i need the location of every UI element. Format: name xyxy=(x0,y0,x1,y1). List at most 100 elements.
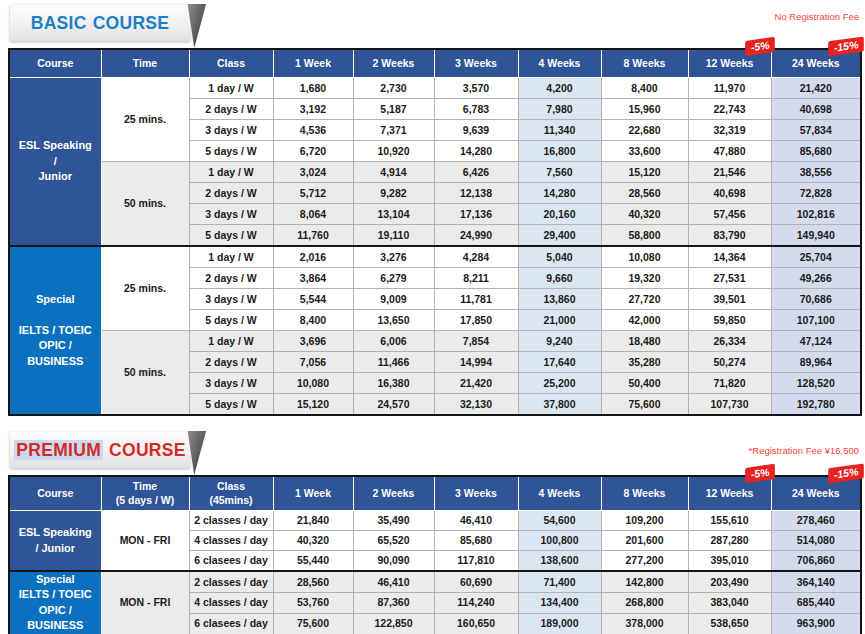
basic-title-prefix: BASIC xyxy=(31,13,87,33)
time-cell: 25 mins. xyxy=(101,246,189,331)
premium-title-suffix: COURSE xyxy=(109,440,186,460)
price-cell: 4,284 xyxy=(434,246,518,268)
price-cell: 17,640 xyxy=(518,352,601,373)
price-cell: 40,698 xyxy=(771,99,861,120)
col-header-8-weeks: 8 Weeks xyxy=(601,476,688,511)
class-cell: 5 days / W xyxy=(189,310,273,331)
price-cell: 5,712 xyxy=(273,183,353,204)
time-cell: 50 mins. xyxy=(101,162,189,247)
discount-badge: -5% xyxy=(745,37,774,56)
price-cell: 35,490 xyxy=(353,511,434,531)
price-cell: 277,200 xyxy=(601,551,688,572)
price-cell: 3,570 xyxy=(434,78,518,99)
col-header-time: Time xyxy=(101,49,189,78)
class-cell: 3 days / W xyxy=(189,120,273,141)
price-cell: 57,456 xyxy=(688,204,771,225)
price-cell: 13,650 xyxy=(353,310,434,331)
class-cell: 5 days / W xyxy=(189,225,273,247)
price-row: Special IELTS / TOEIC OPIC / BUSINESS25 … xyxy=(9,246,861,268)
premium-title-row: PREMIUMCOURSE *Registration Fee ¥16,500 xyxy=(0,431,865,473)
col-header-class: Class xyxy=(189,49,273,78)
price-cell: 46,410 xyxy=(434,511,518,531)
price-cell: 20,160 xyxy=(518,204,601,225)
class-cell: 3 days / W xyxy=(189,204,273,225)
price-cell: 378,000 xyxy=(601,613,688,634)
price-cell: 47,880 xyxy=(688,141,771,162)
price-cell: 72,828 xyxy=(771,183,861,204)
price-cell: 22,680 xyxy=(601,120,688,141)
price-cell: 25,200 xyxy=(518,373,601,394)
col-header-time: Time (5 days / W) xyxy=(101,476,189,511)
price-cell: 21,000 xyxy=(518,310,601,331)
price-cell: 54,600 xyxy=(518,511,601,531)
price-cell: 3,192 xyxy=(273,99,353,120)
price-cell: 4,536 xyxy=(273,120,353,141)
price-cell: 87,360 xyxy=(353,592,434,613)
col-header-2-weeks: 2 Weeks xyxy=(353,49,434,78)
price-cell: 28,560 xyxy=(273,571,353,592)
price-cell: 9,009 xyxy=(353,289,434,310)
price-cell: 142,800 xyxy=(601,571,688,592)
basic-table-body: ESL Speaking / Junior25 mins.1 day / W1,… xyxy=(9,78,861,416)
price-cell: 29,400 xyxy=(518,225,601,247)
col-header-2-weeks: 2 Weeks xyxy=(353,476,434,511)
class-cell: 2 classes / day xyxy=(189,571,273,592)
price-cell: 268,800 xyxy=(601,592,688,613)
price-cell: 28,560 xyxy=(601,183,688,204)
price-cell: 9,660 xyxy=(518,268,601,289)
time-cell: 25 mins. xyxy=(101,78,189,162)
time-cell: MON - FRI xyxy=(101,511,189,572)
price-cell: 8,211 xyxy=(434,268,518,289)
price-cell: 70,686 xyxy=(771,289,861,310)
premium-registration-note: *Registration Fee ¥16,500 xyxy=(749,445,859,456)
price-cell: 287,280 xyxy=(688,531,771,551)
price-cell: 13,860 xyxy=(518,289,601,310)
banner-fold xyxy=(185,431,207,475)
price-cell: 7,980 xyxy=(518,99,601,120)
discount-badge: -5% xyxy=(745,464,774,483)
price-cell: 14,280 xyxy=(434,141,518,162)
price-cell: 7,854 xyxy=(434,331,518,352)
price-row: Special IELTS / TOEIC OPIC / BUSINESSMON… xyxy=(9,571,861,592)
price-cell: 16,380 xyxy=(353,373,434,394)
course-cell: Special IELTS / TOEIC OPIC / BUSINESS xyxy=(9,246,101,415)
price-cell: 75,600 xyxy=(601,394,688,416)
premium-header-row: CourseTime (5 days / W)Class (45mins)1 W… xyxy=(9,476,861,511)
basic-course-table: CourseTimeClass1 Week2 Weeks3 Weeks4 Wee… xyxy=(8,48,862,416)
price-cell: 5,544 xyxy=(273,289,353,310)
price-cell: 7,371 xyxy=(353,120,434,141)
price-cell: 14,364 xyxy=(688,246,771,268)
price-cell: 32,130 xyxy=(434,394,518,416)
price-cell: 149,940 xyxy=(771,225,861,247)
price-cell: 27,531 xyxy=(688,268,771,289)
col-header-3-weeks: 3 Weeks xyxy=(434,476,518,511)
price-cell: 7,560 xyxy=(518,162,601,183)
price-cell: 40,320 xyxy=(601,204,688,225)
price-cell: 60,690 xyxy=(434,571,518,592)
price-cell: 9,639 xyxy=(434,120,518,141)
price-cell: 107,730 xyxy=(688,394,771,416)
class-cell: 5 days / W xyxy=(189,141,273,162)
price-cell: 706,860 xyxy=(771,551,861,572)
price-cell: 35,280 xyxy=(601,352,688,373)
price-cell: 155,610 xyxy=(688,511,771,531)
col-header-3-weeks: 3 Weeks xyxy=(434,49,518,78)
price-cell: 85,680 xyxy=(434,531,518,551)
price-cell: 16,800 xyxy=(518,141,601,162)
price-cell: 117,810 xyxy=(434,551,518,572)
price-cell: 201,600 xyxy=(601,531,688,551)
price-cell: 6,783 xyxy=(434,99,518,120)
price-cell: 71,400 xyxy=(518,571,601,592)
price-cell: 85,680 xyxy=(771,141,861,162)
price-cell: 49,266 xyxy=(771,268,861,289)
price-cell: 71,820 xyxy=(688,373,771,394)
class-cell: 5 days / W xyxy=(189,394,273,416)
price-cell: 10,920 xyxy=(353,141,434,162)
class-cell: 2 days / W xyxy=(189,99,273,120)
col-header-1-week: 1 Week xyxy=(273,49,353,78)
price-cell: 7,056 xyxy=(273,352,353,373)
price-cell: 3,696 xyxy=(273,331,353,352)
pricing-page: { "colors": { "header_navy": "#2f5597", … xyxy=(0,0,865,634)
price-cell: 90,090 xyxy=(353,551,434,572)
discount-badge: -15% xyxy=(829,36,864,56)
